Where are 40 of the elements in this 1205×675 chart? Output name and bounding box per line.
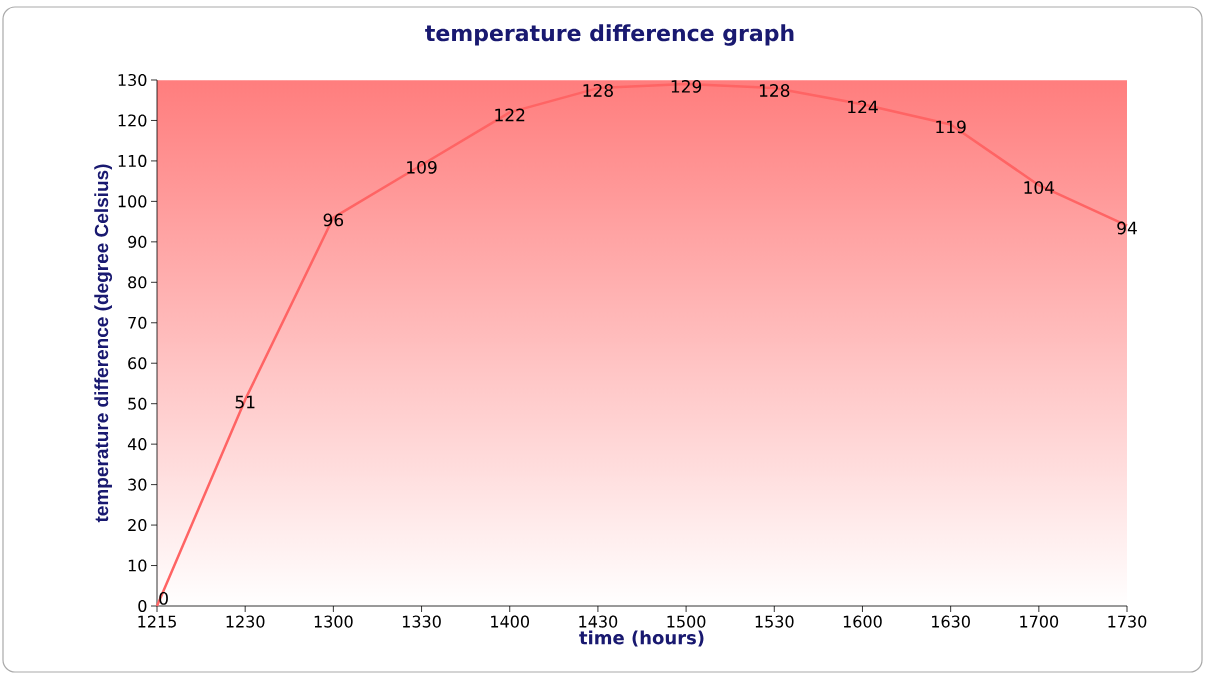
x-tick-label: 1300 <box>314 615 353 628</box>
data-label: 129 <box>671 79 702 93</box>
y-tick-label: 20 <box>128 519 147 532</box>
y-tick-label: 50 <box>128 397 147 410</box>
data-label: 96 <box>323 213 344 227</box>
y-tick-label: 10 <box>128 559 147 572</box>
data-label: 119 <box>936 120 966 134</box>
x-tick-label: 1600 <box>843 615 882 628</box>
x-tick-label: 1630 <box>932 615 970 628</box>
chart-title: temperature difference graph <box>425 24 794 46</box>
y-axis-title: temperature difference (degree Celsius) <box>94 164 113 523</box>
y-tick-label: 120 <box>118 114 147 127</box>
x-tick-label: 1215 <box>138 615 176 628</box>
y-tick-label: 40 <box>127 438 147 451</box>
y-tick-label: 30 <box>128 478 147 491</box>
data-label: 94 <box>1117 221 1137 235</box>
x-tick-label: 1430 <box>579 615 618 628</box>
x-tick-label: 1400 <box>491 615 530 628</box>
data-label: 109 <box>407 160 437 174</box>
x-tick-label: 1730 <box>1108 615 1147 628</box>
x-tick-label: 1700 <box>1020 615 1059 628</box>
y-tick-label: 110 <box>118 154 147 167</box>
y-tick-label: 130 <box>118 73 147 87</box>
y-tick-label: 80 <box>128 276 147 289</box>
data-label: 128 <box>759 84 790 97</box>
x-tick-label: 1330 <box>402 615 441 628</box>
data-label: 122 <box>495 108 525 122</box>
x-tick-label: 1500 <box>667 615 706 628</box>
data-label: 128 <box>583 84 613 97</box>
y-tick-label: 0 <box>138 599 147 613</box>
data-label: 51 <box>235 395 255 409</box>
x-tick-label: 1530 <box>755 615 794 628</box>
x-axis-title: time (hours) <box>579 630 704 647</box>
data-label: 124 <box>848 100 878 114</box>
data-label: 104 <box>1024 181 1055 194</box>
y-tick-label: 60 <box>128 357 147 370</box>
y-tick-label: 90 <box>128 235 147 248</box>
x-tick-label: 1230 <box>226 615 265 628</box>
y-tick-label: 100 <box>118 195 147 208</box>
y-tick-label: 70 <box>128 316 147 329</box>
